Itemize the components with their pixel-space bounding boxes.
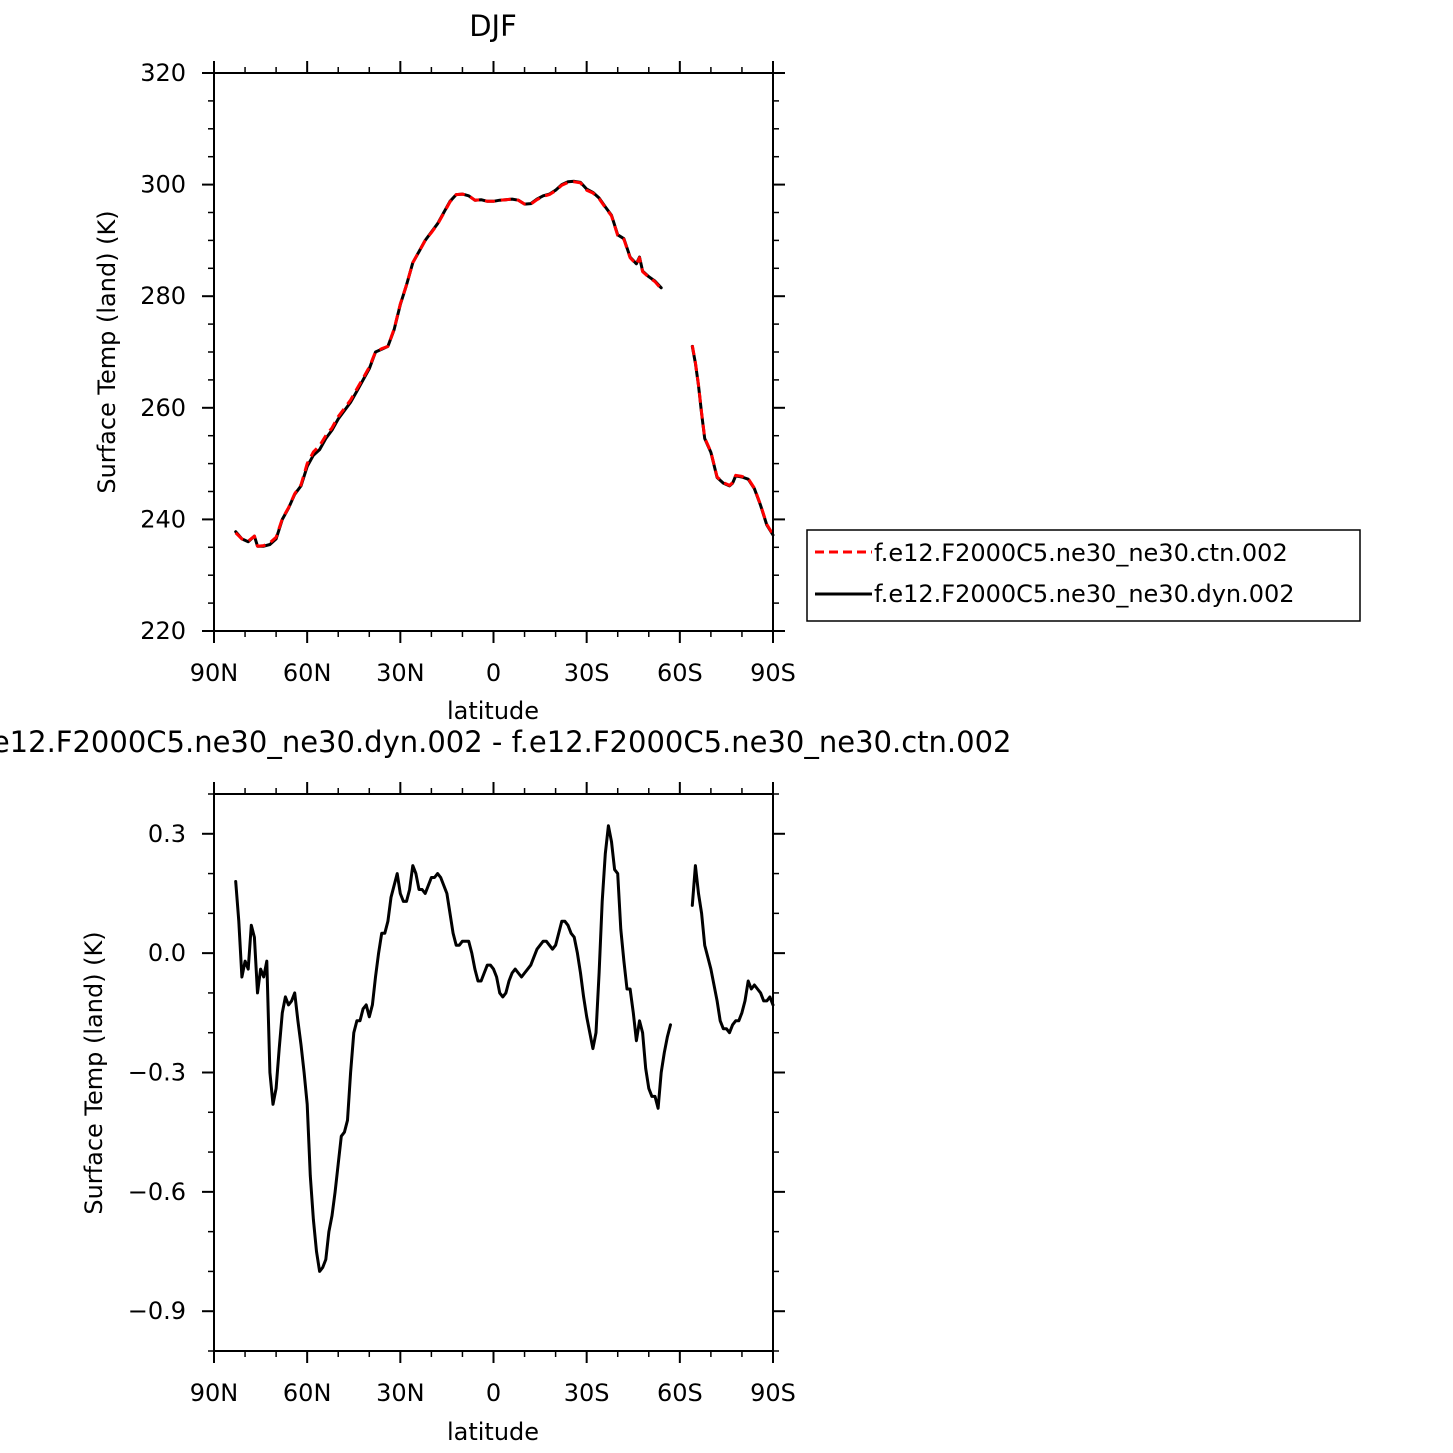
- top-series-dyn-line: [690, 344, 775, 537]
- bottom-series-diff-line: [234, 824, 672, 1273]
- x-tick-label: 90N: [190, 1379, 239, 1407]
- x-tick-label: 90S: [750, 1379, 796, 1407]
- bottom-series-diff-line: [690, 864, 775, 1035]
- top-series-dyn-line: [234, 179, 663, 548]
- legend-box: [806, 529, 1361, 622]
- y-tick-label: 320: [140, 59, 186, 87]
- y-tick-label: 260: [140, 394, 186, 422]
- x-tick-label: 30N: [376, 1379, 425, 1407]
- y-tick-label: 240: [140, 505, 186, 533]
- x-tick-label: 90N: [190, 659, 239, 687]
- x-tick-label: 30N: [376, 659, 425, 687]
- top-series-ctn-line: [690, 345, 775, 536]
- legend-dyn-label: f.e12.F2000C5.ne30_ne30.dyn.002: [874, 580, 1295, 608]
- y-tick-label: −0.9: [128, 1297, 186, 1325]
- top-chart-title: DJF: [469, 9, 517, 43]
- bottom-series-group: [234, 824, 775, 1273]
- bottom-y-axis-label: Surface Temp (land) (K): [80, 931, 108, 1214]
- y-tick-label: −0.3: [128, 1059, 186, 1087]
- x-tick-label: 30S: [564, 659, 610, 687]
- bottom-chart-title: f.e12.F2000C5.ne30_ne30.dyn.002 - f.e12.…: [0, 725, 1011, 759]
- y-tick-label: 0.3: [148, 820, 186, 848]
- top-series-group: [234, 179, 775, 548]
- y-tick-label: 280: [140, 282, 186, 310]
- top-y-axis-label: Surface Temp (land) (K): [93, 210, 121, 493]
- x-tick-label: 0: [486, 659, 501, 687]
- top-plot-frame: [213, 72, 774, 632]
- y-tick-label: −0.6: [128, 1178, 186, 1206]
- x-tick-label: 90S: [750, 659, 796, 687]
- x-tick-label: 60S: [657, 1379, 703, 1407]
- x-tick-label: 60S: [657, 659, 703, 687]
- y-tick-label: 300: [140, 171, 186, 199]
- legend: f.e12.F2000C5.ne30_ne30.ctn.002 f.e12.F2…: [806, 529, 1361, 622]
- bottom-plot-frame: [213, 793, 774, 1352]
- bottom-x-axis-label: latitude: [447, 1418, 539, 1446]
- y-tick-label: 0.0: [148, 939, 186, 967]
- y-tick-label: 220: [140, 617, 186, 645]
- top-x-axis-label: latitude: [447, 697, 539, 725]
- x-tick-label: 0: [486, 1379, 501, 1407]
- top-panel: DJF 90N 60N 30N 0 30S 60S 90S 220 240 260 280 300 32…: [93, 9, 1361, 725]
- legend-ctn-label: f.e12.F2000C5.ne30_ne30.ctn.002: [874, 539, 1288, 567]
- top-series-ctn-line: [234, 180, 663, 548]
- x-tick-label: 60N: [283, 1379, 332, 1407]
- x-tick-label: 60N: [283, 659, 332, 687]
- top-axis-ticks: 90N 60N 30N 0 30S 60S 90S 220 240 260 280 300 320: [140, 59, 796, 687]
- bottom-panel: f.e12.F2000C5.ne30_ne30.dyn.002 - f.e12.…: [0, 725, 1011, 1446]
- x-tick-label: 30S: [564, 1379, 610, 1407]
- bottom-axis-ticks: 90N 60N 30N 0 30S 60S 90S −0.9 −0.6 −0.3 0.0 0.3: [128, 782, 796, 1407]
